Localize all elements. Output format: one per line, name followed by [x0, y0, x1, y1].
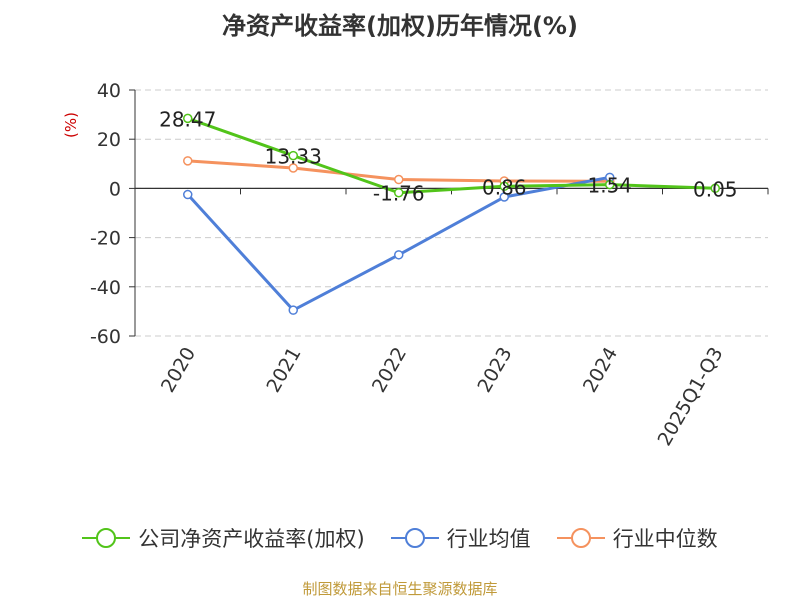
- legend-item[interactable]: 公司净资产收益率(加权): [82, 523, 365, 553]
- legend-label: 公司净资产收益率(加权): [138, 527, 365, 551]
- y-tick-label: 20: [97, 129, 121, 151]
- legend: 公司净资产收益率(加权) 行业均值 行业中位数: [0, 520, 800, 556]
- data-label: -1.76: [373, 182, 425, 206]
- data-point: [710, 183, 720, 194]
- legend-label: 行业均值: [446, 527, 531, 551]
- data-point: [499, 181, 509, 192]
- data-point: [288, 150, 298, 161]
- y-tick-label: -20: [90, 228, 121, 250]
- data-point: [394, 250, 404, 260]
- chart-title: 净资产收益率(加权)历年情况(%): [222, 12, 578, 40]
- legend-marker-icon: [556, 528, 605, 548]
- legend-item[interactable]: 行业均值: [390, 523, 531, 553]
- x-tick-label: 2025Q1-Q3: [654, 344, 728, 450]
- x-tick-label: 2023: [473, 344, 516, 397]
- legend-marker-icon: [390, 528, 439, 548]
- data-label: 0.86: [482, 175, 527, 199]
- source-note: 制图数据来自恒生聚源数据库: [302, 580, 498, 598]
- y-tick-label: 0: [109, 178, 121, 200]
- data-point: [183, 113, 193, 124]
- data-point: [288, 305, 298, 315]
- data-label: 0.05: [693, 177, 738, 201]
- series-line: [187, 116, 716, 195]
- data-label: 13.33: [265, 145, 322, 169]
- data-point: [183, 189, 193, 200]
- y-tick-label: -40: [90, 277, 121, 299]
- legend-item[interactable]: 行业中位数: [556, 523, 718, 553]
- data-point: [605, 179, 615, 190]
- data-point: [394, 174, 404, 185]
- x-tick-label: 2022: [368, 344, 411, 397]
- x-tick-label: 2024: [579, 344, 622, 397]
- y-tick-label: 40: [97, 80, 121, 102]
- x-tick-label: 2020: [157, 344, 200, 397]
- legend-marker-icon: [82, 528, 131, 548]
- data-point: [394, 187, 404, 198]
- y-tick-label: -60: [90, 326, 121, 348]
- data-point: [183, 156, 193, 166]
- x-tick-label: 2021: [262, 344, 305, 397]
- y-axis-label: (%): [62, 112, 80, 138]
- data-point: [288, 163, 298, 173]
- data-label: 1.54: [587, 174, 632, 198]
- legend-label: 行业中位数: [612, 527, 718, 551]
- data-point: [499, 192, 509, 202]
- data-label: 28.47: [159, 107, 216, 131]
